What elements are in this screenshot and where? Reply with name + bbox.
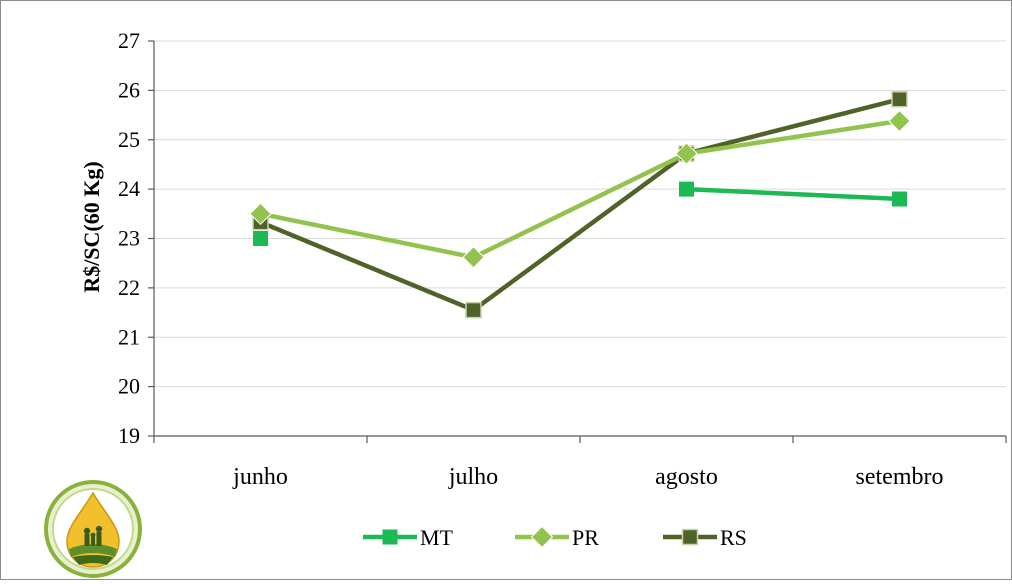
legend-label: PR xyxy=(572,525,599,550)
data-point xyxy=(892,92,907,107)
legend: MT PR RS xyxy=(363,525,747,550)
y-tick-label: 25 xyxy=(118,127,140,152)
data-point xyxy=(466,303,481,318)
x-tick-label: junho xyxy=(232,464,288,490)
y-tick-label: 21 xyxy=(118,324,140,349)
x-tick-label: setembro xyxy=(856,464,944,490)
x-tick-label: julho xyxy=(448,464,498,490)
series-line-segment xyxy=(687,189,900,199)
data-point xyxy=(892,192,907,207)
series-mt xyxy=(253,182,907,246)
data-point xyxy=(463,247,484,268)
legend-marker xyxy=(532,527,553,548)
droplet-logo xyxy=(46,482,140,576)
series-line-segment xyxy=(474,154,687,258)
data-point xyxy=(679,182,694,197)
x-tick-label: agosto xyxy=(655,464,718,490)
y-tick-label: 20 xyxy=(118,374,140,399)
y-tick-label: 23 xyxy=(118,226,140,251)
y-tick-label: 24 xyxy=(118,176,140,201)
series-lines xyxy=(250,92,910,318)
data-point xyxy=(889,110,910,131)
series-line-segment xyxy=(474,154,687,311)
data-point xyxy=(253,231,268,246)
y-tick-label: 27 xyxy=(118,28,140,53)
x-tick-labels: junho julho agosto setembro xyxy=(232,464,943,490)
legend-label: RS xyxy=(720,525,747,550)
y-tick-label: 19 xyxy=(118,423,140,448)
y-tick-label: 22 xyxy=(118,275,140,300)
gridlines xyxy=(154,41,1006,387)
y-tick-labels: 19 20 21 22 23 24 25 26 27 xyxy=(118,28,140,448)
legend-marker xyxy=(383,530,398,545)
axes xyxy=(148,41,1006,443)
y-tick-label: 26 xyxy=(118,77,140,102)
legend-label: MT xyxy=(420,525,454,550)
legend-marker xyxy=(683,530,698,545)
y-axis-label: R$/SC(60 Kg) xyxy=(79,161,104,292)
